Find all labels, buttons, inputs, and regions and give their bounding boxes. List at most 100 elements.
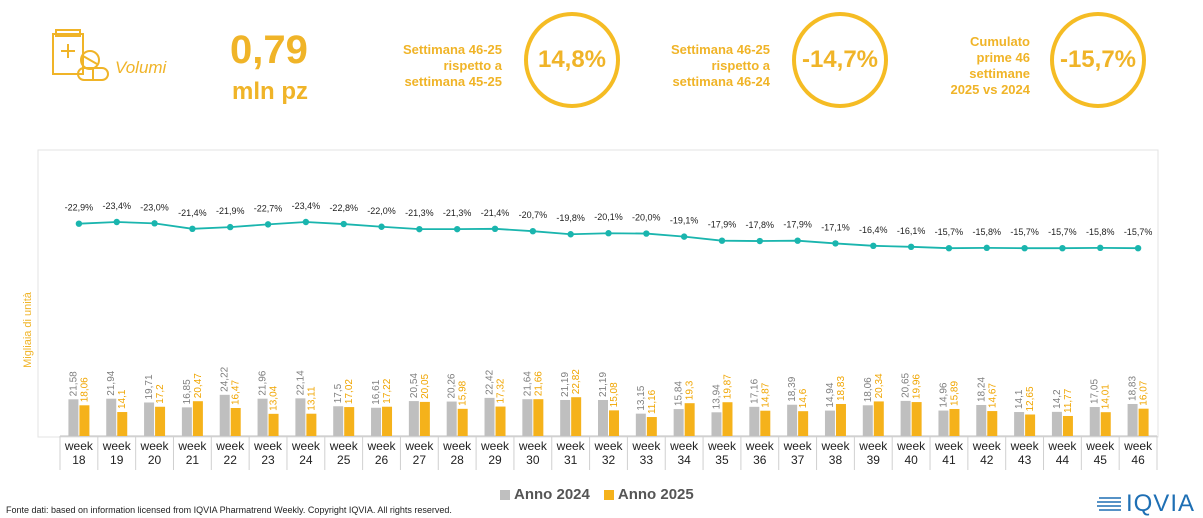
bar-2025: [760, 410, 771, 436]
cumulative-change-label: -15,8%: [1086, 227, 1115, 237]
comparison-label-3: Cumulato prime 46 settimane 2025 vs 2024: [950, 34, 1030, 97]
bar-2024: [257, 398, 268, 436]
bar-label-2024: 19,71: [144, 374, 155, 399]
cumulative-change-label: -21,3%: [405, 208, 434, 218]
cumulative-change-point: [907, 243, 915, 251]
x-tick-label-number: 30: [526, 453, 540, 467]
bar-label-2024: 22,42: [485, 369, 496, 394]
bar-label-2025: 11,16: [647, 389, 658, 414]
x-tick-label-week: week: [102, 439, 132, 453]
cumulative-change-label: -22,8%: [329, 203, 358, 213]
cumulative-change-label: -17,8%: [746, 220, 775, 230]
bar-label-2025: 16,47: [231, 380, 242, 405]
cumulative-change-point: [567, 231, 574, 238]
bar-2024: [106, 398, 117, 436]
cumulative-change-point: [227, 223, 234, 231]
bar-label-2024: 21,58: [68, 371, 79, 396]
bar-2025: [835, 403, 846, 436]
bar-2025: [382, 406, 393, 436]
bar-label-2024: 22,14: [295, 370, 306, 395]
bar-label-2025: 18,06: [79, 377, 90, 402]
x-tick-label-week: week: [177, 439, 207, 453]
x-tick-label-number: 25: [337, 453, 351, 467]
bar-label-2024: 17,16: [749, 378, 760, 403]
x-tick-label-number: 33: [640, 453, 654, 467]
bar-2024: [938, 410, 949, 436]
bar-2024: [295, 398, 306, 436]
x-tick-label-number: 22: [224, 453, 238, 467]
bar-label-2024: 21,19: [560, 372, 571, 397]
x-tick-label-number: 39: [867, 453, 881, 467]
bar-label-2024: 18,24: [976, 377, 987, 402]
legend-swatch-2025: [603, 489, 614, 500]
comparison-label-2: Settimana 46-25 rispetto a settimana 46-…: [671, 42, 770, 89]
bar-label-2024: 20,26: [447, 373, 458, 398]
x-tick-label-number: 31: [564, 453, 578, 467]
chart-legend: Anno 2024 Anno 2025: [500, 486, 694, 503]
bar-label-2024: 21,19: [598, 372, 609, 397]
bar-2025: [533, 399, 544, 436]
bar-label-2025: 14,67: [987, 383, 998, 408]
cumulative-change-point: [680, 233, 688, 240]
cumulative-change-label: -16,4%: [859, 225, 888, 235]
cumulative-change-point: [264, 221, 272, 228]
bar-label-2025: 15,89: [949, 381, 960, 406]
x-tick-label-week: week: [1123, 439, 1153, 453]
cumulative-change-point: [794, 237, 801, 244]
bar-2025: [419, 401, 430, 436]
bar-label-2024: 18,06: [863, 377, 874, 402]
bar-label-2024: 14,94: [825, 382, 836, 407]
x-tick-label-week: week: [291, 439, 321, 453]
cumulative-change-point: [983, 244, 990, 252]
x-tick-label-week: week: [480, 439, 510, 453]
x-tick-label-week: week: [140, 439, 170, 453]
cumulative-change-point: [1021, 244, 1028, 252]
bar-2024: [1014, 412, 1025, 436]
comparison-circle-2: -14,7%: [792, 12, 888, 108]
cumulative-change-point: [378, 223, 385, 230]
cumulative-change-label: -22,9%: [65, 203, 94, 213]
source-note: Fonte dati: based on information license…: [6, 505, 452, 515]
bar-label-2025: 22,82: [571, 369, 582, 394]
cumulative-change-point: [340, 220, 347, 228]
x-tick-label-week: week: [858, 439, 888, 453]
bar-label-2025: 14,6: [798, 388, 809, 408]
cumulative-change-point: [113, 218, 120, 226]
cumulative-change-label: -21,3%: [443, 208, 472, 218]
x-tick-label-week: week: [783, 439, 813, 453]
x-tick-label-number: 46: [1131, 453, 1145, 467]
cumulative-change-point: [75, 220, 83, 227]
legend-label-2025: Anno 2025: [617, 486, 694, 503]
cumulative-change-point: [189, 225, 196, 232]
cumulative-change-label: -22,0%: [367, 206, 396, 216]
bar-2025: [457, 408, 468, 436]
x-tick-label-number: 44: [1056, 453, 1070, 467]
bar-label-2025: 17,2: [155, 384, 166, 404]
legend-item-2025: Anno 2025: [603, 486, 694, 503]
bar-label-2024: 15,84: [674, 381, 685, 406]
x-tick-label-week: week: [518, 439, 548, 453]
bar-2024: [862, 405, 873, 436]
bar-2025: [798, 411, 809, 436]
bar-label-2025: 12,65: [1025, 386, 1036, 411]
bar-2024: [560, 399, 571, 436]
cumulative-change-label: -16,1%: [897, 226, 926, 236]
x-tick-label-week: week: [404, 439, 434, 453]
x-tick-label-number: 34: [677, 453, 691, 467]
x-tick-label-week: week: [329, 439, 359, 453]
bar-label-2024: 21,94: [106, 370, 117, 395]
bar-label-2024: 13,94: [711, 384, 722, 409]
bar-2024: [408, 401, 419, 436]
x-tick-label-number: 24: [299, 453, 313, 467]
cumulative-change-point: [151, 220, 158, 227]
bar-2025: [684, 403, 695, 436]
bar-2025: [230, 408, 241, 436]
bar-2025: [949, 408, 960, 436]
bar-2025: [1062, 415, 1073, 436]
bar-2025: [722, 402, 733, 436]
bar-label-2025: 18,83: [836, 376, 847, 401]
bar-2024: [976, 404, 987, 436]
cumulative-change-point: [416, 225, 423, 233]
bar-2024: [824, 410, 835, 436]
iqvia-logo: IQVIA: [1096, 490, 1195, 518]
